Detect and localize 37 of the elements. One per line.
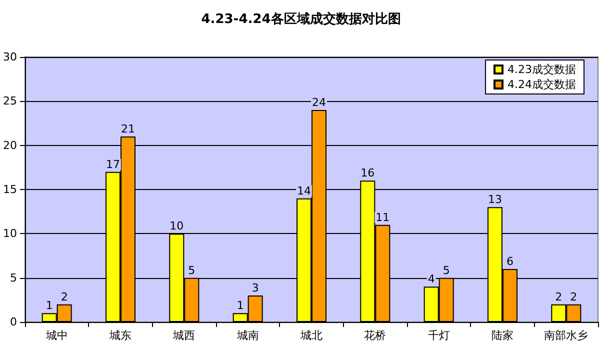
data-label: 2 — [555, 290, 562, 304]
data-label: 21 — [121, 122, 135, 136]
data-label: 24 — [312, 96, 326, 109]
chart-title: 4.23-4.24各区域成交数据对比图 — [201, 11, 401, 27]
data-label: 11 — [376, 210, 390, 224]
y-tick-label: 0 — [10, 316, 17, 328]
data-label: 16 — [360, 166, 375, 180]
x-tick-label: 花桥 — [364, 329, 386, 342]
y-tick-label: 5 — [10, 271, 17, 284]
data-label: 14 — [297, 184, 311, 198]
data-label: 1 — [46, 299, 53, 312]
y-tick-label: 10 — [2, 227, 17, 240]
data-label: 5 — [442, 264, 450, 277]
y-tick-label: 20 — [2, 138, 17, 152]
data-label: 2 — [60, 290, 68, 304]
data-label: 10 — [170, 220, 184, 233]
legend-label: 4.24成交数据 — [508, 78, 576, 91]
data-label: 4 — [428, 272, 435, 286]
data-label: 1 — [236, 299, 244, 312]
data-label: 5 — [188, 264, 196, 277]
y-tick-label: 30 — [2, 50, 17, 64]
y-tick-label: 15 — [2, 183, 17, 196]
x-tick-label: 城中 — [44, 329, 68, 342]
data-label: 3 — [252, 282, 259, 294]
x-tick-label: 城西 — [172, 329, 196, 342]
data-label: 2 — [570, 290, 578, 304]
x-tick-label: 陆家 — [492, 329, 514, 342]
data-label: 6 — [506, 255, 514, 268]
x-tick-label: 南部水乡 — [544, 329, 588, 342]
x-tick-label: 城北 — [300, 329, 322, 342]
x-tick-label: 千灯 — [428, 329, 450, 342]
x-tick-label: 城东 — [108, 329, 132, 342]
y-tick-label: 25 — [2, 94, 17, 108]
data-label: 17 — [106, 158, 120, 171]
legend-label: 4.23成交数据 — [508, 63, 576, 76]
x-tick-label: 城南 — [236, 329, 259, 342]
data-label: 13 — [488, 193, 502, 206]
